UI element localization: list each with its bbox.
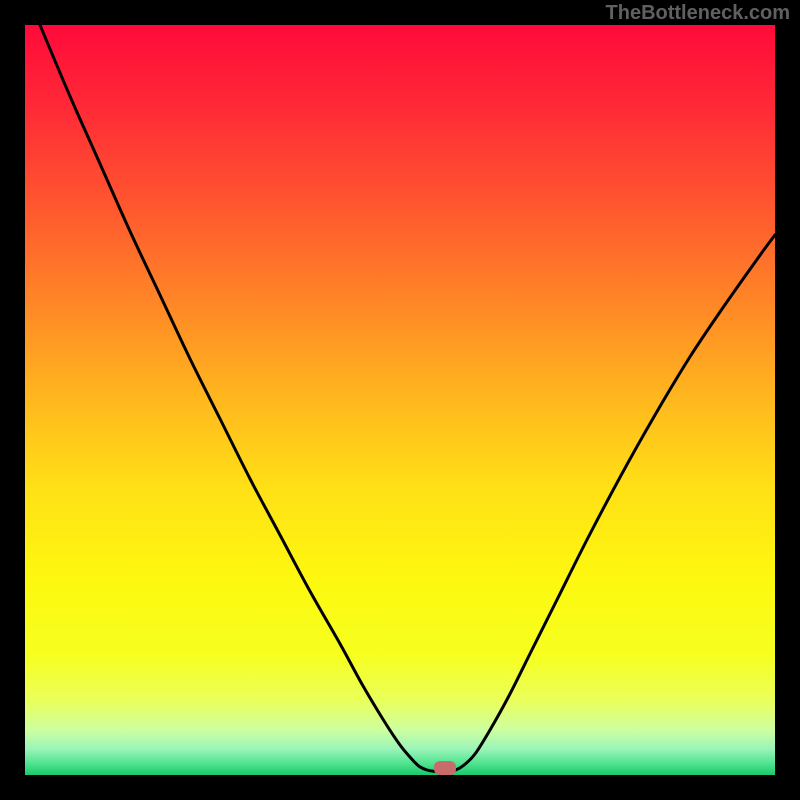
- plot-area: [25, 25, 775, 775]
- bottleneck-curve: [25, 25, 775, 775]
- chart-container: TheBottleneck.com: [0, 0, 800, 800]
- optimal-point-marker: [434, 761, 456, 775]
- watermark-text: TheBottleneck.com: [606, 2, 790, 25]
